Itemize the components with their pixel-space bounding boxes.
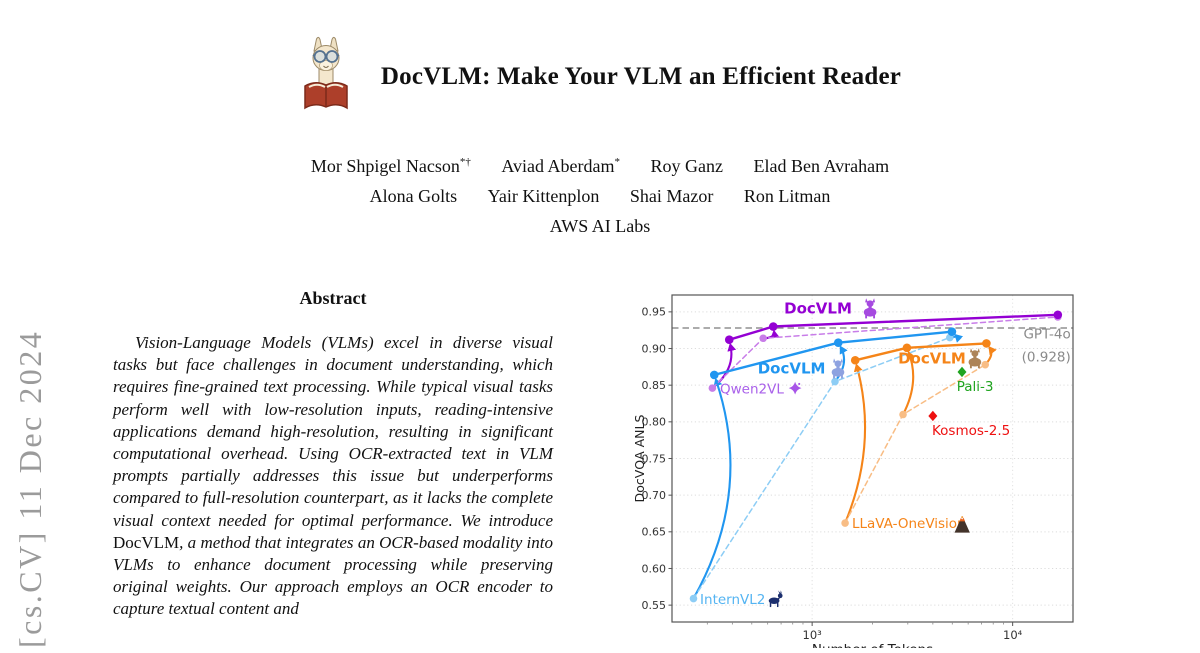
chart-label: Kosmos-2.5 <box>932 423 1010 439</box>
improvement-arrow <box>692 377 732 600</box>
arxiv-stamp: [cs.CV] 11 Dec 2024 <box>12 329 48 648</box>
y-tick-label: 0.65 <box>642 526 667 539</box>
chart-label: DocVLM <box>898 349 966 367</box>
chart-label: DocVLM <box>758 360 826 378</box>
llama-icon <box>968 348 982 369</box>
y-tick-label: 0.95 <box>642 306 667 319</box>
y-tick-label: 0.60 <box>642 562 667 575</box>
data-point-LLaVA-OneVision <box>841 519 849 527</box>
data-point-Kosmos-2.5 <box>928 410 938 422</box>
llama-icon <box>863 298 877 319</box>
llama-reading-book-icon <box>299 36 353 117</box>
teaser-figure: DocVLM DocVLM DocVLM Qwen2VL InternVL2 LLaVA-… <box>630 285 1200 653</box>
author-name: Mor Shpigel Nacson*† <box>310 156 471 176</box>
data-point-LLaVA-OneVision <box>981 360 990 369</box>
improvement-arrow <box>844 363 867 524</box>
chart-label: LLaVA-OneVision <box>852 516 966 532</box>
affiliation: AWS AI Labs <box>549 216 651 236</box>
chart-label: Qwen2VL <box>720 382 784 398</box>
swirl-icon <box>788 381 802 395</box>
data-point-LLaVA-OneVision <box>899 410 907 419</box>
author-name: Elad Ben Avraham <box>753 156 890 176</box>
x-axis-label: Number of Tokens <box>812 642 933 648</box>
author-line-2: Alona Golts Yair Kittenplon Shai Mazor R… <box>0 181 1200 211</box>
y-tick-label: 0.85 <box>642 379 667 392</box>
author-name: Alona Golts <box>369 186 458 206</box>
abstract-text: Vision-Language Models (VLMs) excel in d… <box>113 333 553 619</box>
abstract-section: Abstract Vision-Language Models (VLMs) e… <box>113 288 553 621</box>
deer-icon <box>768 590 783 608</box>
data-point-Pali-3 <box>957 366 967 378</box>
data-point-Qwen2VL <box>708 384 717 392</box>
docvqa-anls-chart: DocVLM DocVLM DocVLM Qwen2VL InternVL2 LLaVA-… <box>632 294 1074 653</box>
data-point-InternVL2 <box>831 377 839 386</box>
data-point-Qwen2VL <box>759 334 767 343</box>
author-name: Ron Litman <box>743 186 831 206</box>
chart-label: DocVLM <box>784 300 852 318</box>
y-axis-label: DocVQA ANLS <box>632 415 647 503</box>
abstract-heading: Abstract <box>299 288 367 308</box>
y-tick-label: 0.75 <box>642 452 667 465</box>
data-point-InternVL2 <box>689 594 698 603</box>
data-point-DocVLM-LLaVA-OneVision <box>902 343 912 353</box>
author-name: Shai Mazor <box>629 186 714 206</box>
chart-label: Pali-3 <box>957 379 994 395</box>
author-name: Aviad Aberdam* <box>501 156 620 176</box>
data-point-DocVLM-InternVL2 <box>947 327 957 336</box>
docvlm-word: DocVLM <box>113 532 180 552</box>
data-point-DocVLM-Qwen2VL <box>724 335 734 345</box>
x-tick-label: 10³ <box>803 628 823 642</box>
data-point-DocVLM-LLaVA-OneVision <box>850 355 860 365</box>
data-point-DocVLM-InternVL2 <box>833 338 843 347</box>
data-point-DocVLM-Qwen2VL <box>768 322 778 331</box>
paper-header: DocVLM: Make Your VLM an Efficient Reade… <box>0 36 1200 117</box>
x-tick-label: 10⁴ <box>1003 628 1023 642</box>
y-tick-label: 0.90 <box>642 342 667 355</box>
y-tick-label: 0.55 <box>642 599 667 612</box>
author-block: Mor Shpigel Nacson*† Aviad Aberdam* Roy … <box>0 151 1200 241</box>
author-name: Roy Ganz <box>650 156 723 176</box>
author-line-1: Mor Shpigel Nacson*† Aviad Aberdam* Roy … <box>0 151 1200 181</box>
y-tick-label: 0.80 <box>642 416 667 429</box>
paper-title: DocVLM: Make Your VLM an Efficient Reade… <box>380 62 902 90</box>
data-point-DocVLM-Qwen2VL <box>1053 310 1063 320</box>
chart-label: (0.928) <box>1022 349 1071 365</box>
data-point-DocVLM-InternVL2 <box>709 370 719 380</box>
y-tick-label: 0.70 <box>642 489 667 502</box>
data-point-DocVLM-LLaVA-OneVision <box>982 339 991 348</box>
author-name: Yair Kittenplon <box>487 186 600 206</box>
chart-label: GPT-4o <box>1023 327 1070 343</box>
chart-label: InternVL2 <box>700 592 765 608</box>
improvement-arrow <box>902 350 916 415</box>
